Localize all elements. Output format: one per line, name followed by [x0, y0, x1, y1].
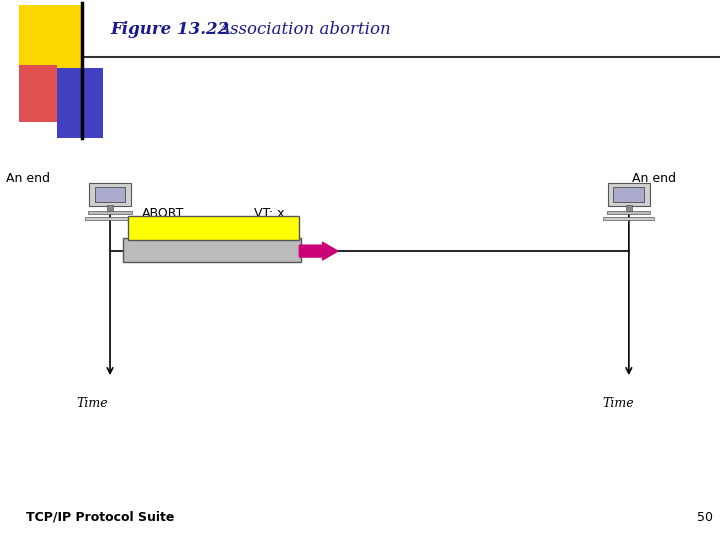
FancyBboxPatch shape: [19, 65, 58, 122]
FancyBboxPatch shape: [607, 211, 650, 214]
FancyBboxPatch shape: [127, 216, 300, 240]
FancyBboxPatch shape: [19, 5, 82, 68]
Text: ABORT: ABORT: [142, 207, 184, 220]
Text: Time: Time: [77, 397, 108, 410]
FancyBboxPatch shape: [603, 217, 654, 220]
Text: An end: An end: [6, 172, 50, 185]
FancyArrow shape: [300, 242, 338, 260]
FancyBboxPatch shape: [626, 205, 632, 211]
FancyBboxPatch shape: [608, 183, 650, 206]
FancyBboxPatch shape: [89, 211, 132, 214]
Text: Association abortion: Association abortion: [219, 21, 392, 38]
FancyBboxPatch shape: [89, 183, 131, 206]
FancyBboxPatch shape: [94, 187, 125, 202]
FancyBboxPatch shape: [84, 217, 135, 220]
Text: Figure 13.22: Figure 13.22: [110, 21, 229, 38]
Text: Time: Time: [603, 397, 634, 410]
Text: TCP/IP Protocol Suite: TCP/IP Protocol Suite: [26, 511, 174, 524]
FancyBboxPatch shape: [58, 68, 103, 138]
FancyBboxPatch shape: [107, 205, 113, 211]
Text: Causes (optional): Causes (optional): [157, 245, 266, 258]
FancyBboxPatch shape: [122, 238, 302, 262]
Text: 50: 50: [697, 511, 713, 524]
FancyBboxPatch shape: [613, 187, 644, 202]
Text: An end: An end: [632, 172, 676, 185]
Text: VT: x: VT: x: [253, 207, 284, 220]
